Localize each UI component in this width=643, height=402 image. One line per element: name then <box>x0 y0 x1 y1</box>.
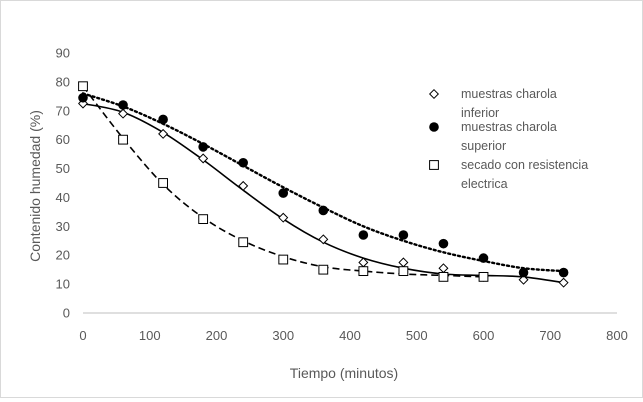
data-point-series-3 <box>78 81 88 92</box>
legend-label: muestras charola <box>461 87 557 101</box>
x-tick-label: 400 <box>339 328 361 343</box>
data-point-series-1 <box>438 263 449 274</box>
data-point-series-2 <box>518 267 529 278</box>
axes: 0 100 200 300 400 500 600 700 800 0 10 20 30 40 50 60 70… <box>56 46 628 344</box>
y-tick-label: 10 <box>56 277 70 292</box>
legend-label: superior <box>461 139 506 153</box>
data-point-series-1 <box>398 257 409 268</box>
y-tick-label: 60 <box>56 132 70 147</box>
data-point-series-1 <box>118 108 129 119</box>
y-tick-label: 20 <box>56 248 70 263</box>
data-point-series-2 <box>118 100 128 110</box>
data-point-series-1 <box>558 277 569 288</box>
data-point-series-3 <box>478 271 489 282</box>
data-point-series-2 <box>278 188 289 198</box>
data-point-series-3 <box>438 271 449 282</box>
y-tick-label: 40 <box>56 190 70 205</box>
data-point-series-2 <box>398 230 409 240</box>
data-point-series-2 <box>478 253 489 263</box>
legend-label: muestras charola <box>461 120 557 134</box>
legend-label: inferior <box>461 106 499 120</box>
data-point-series-2 <box>238 157 248 168</box>
data-point-series-1 <box>158 128 169 139</box>
data-point-series-3 <box>318 264 329 275</box>
y-tick-label: 70 <box>56 103 70 118</box>
legend-marker-2 <box>429 122 439 132</box>
y-tick-label: 30 <box>56 219 70 234</box>
data-point-series-1 <box>278 212 289 223</box>
data-point-series-2 <box>358 230 369 240</box>
legend-label: secado con resistencia <box>461 158 588 172</box>
data-point-series-3 <box>158 178 168 188</box>
data-point-series-3 <box>358 266 369 277</box>
data-point-series-1 <box>518 274 529 285</box>
y-tick-label: 90 <box>56 46 70 61</box>
y-tick-label: 50 <box>56 161 70 176</box>
x-tick-label: 700 <box>539 328 561 343</box>
legend-label: electrica <box>461 177 508 191</box>
data-point-series-1 <box>198 153 209 164</box>
data-point-series-1 <box>318 234 329 245</box>
data-point-series-3 <box>398 266 409 277</box>
data-points <box>77 81 569 288</box>
data-point-series-2 <box>318 205 329 216</box>
data-point-series-3 <box>198 214 209 225</box>
data-point-series-2 <box>558 267 569 278</box>
data-point-series-3 <box>118 134 128 145</box>
x-tick-label: 300 <box>272 328 294 343</box>
x-axis-title: Tiempo (minutos) <box>290 365 398 381</box>
x-tick-label: 600 <box>473 328 495 343</box>
data-point-series-3 <box>278 254 289 265</box>
y-tick-label: 80 <box>56 74 70 89</box>
y-axis-title: Contenido humedad (%) <box>27 110 43 262</box>
x-tick-label: 500 <box>406 328 428 343</box>
data-point-series-2 <box>78 92 88 103</box>
data-point-series-1 <box>238 180 249 191</box>
y-tick-label: 0 <box>63 306 70 321</box>
data-point-series-2 <box>198 142 208 152</box>
legend-marker-3 <box>429 160 439 170</box>
data-point-series-2 <box>158 114 168 125</box>
x-tick-label: 0 <box>79 328 86 343</box>
data-point-series-2 <box>438 238 449 249</box>
x-tick-label: 200 <box>206 328 228 343</box>
x-tick-label: 100 <box>139 328 161 343</box>
x-tick-label: 800 <box>606 328 628 343</box>
legend-marker-1 <box>428 88 440 100</box>
data-point-series-3 <box>238 237 249 248</box>
